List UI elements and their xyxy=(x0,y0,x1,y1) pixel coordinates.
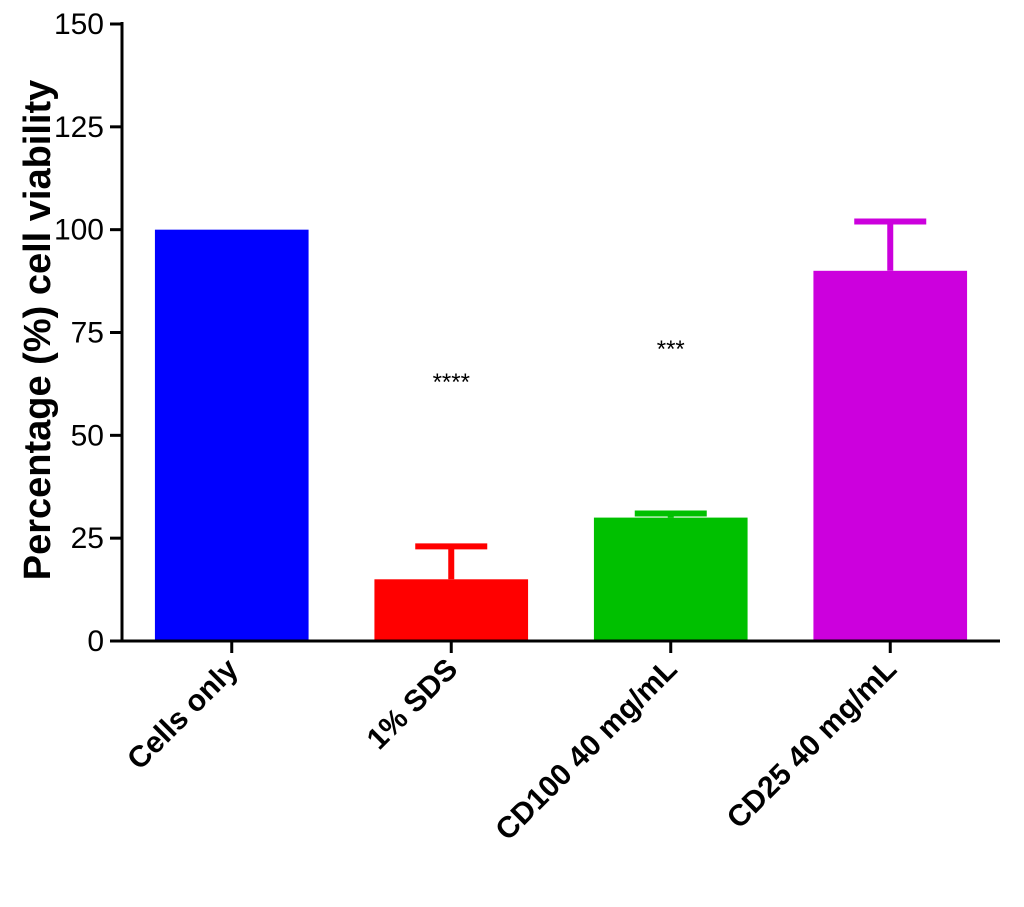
bar xyxy=(154,229,309,641)
significance-marker: **** xyxy=(433,369,470,396)
bar xyxy=(374,579,529,641)
x-category-label: 1% SDS xyxy=(361,653,465,757)
significance-layer: ******* xyxy=(433,336,685,396)
bar xyxy=(593,517,748,641)
x-category-label: CD100 40 mg/mL xyxy=(489,653,683,847)
y-axis-title: Percentage (%) cell viability xyxy=(17,80,59,581)
y-tick-label: 100 xyxy=(54,214,104,247)
y-tick-label: 150 xyxy=(54,8,104,41)
y-tick-label: 125 xyxy=(54,111,104,144)
y-tick-label: 25 xyxy=(71,522,104,555)
y-tick-label: 0 xyxy=(87,625,104,658)
y-tick-label: 75 xyxy=(71,317,104,350)
y-ticks-layer: 0 25 50 75 100 125 150 xyxy=(54,8,122,658)
error-bars-layer xyxy=(415,218,927,580)
bar xyxy=(813,270,968,641)
bars-layer xyxy=(154,229,968,641)
x-category-label: CD25 40 mg/mL xyxy=(721,653,903,835)
x-ticks-layer: Cells only 1% SDS CD100 40 mg/mL CD25 40 mg… xyxy=(121,641,903,847)
y-tick-label: 50 xyxy=(71,419,104,452)
x-category-label: Cells only xyxy=(121,652,245,776)
significance-marker: *** xyxy=(657,336,685,363)
